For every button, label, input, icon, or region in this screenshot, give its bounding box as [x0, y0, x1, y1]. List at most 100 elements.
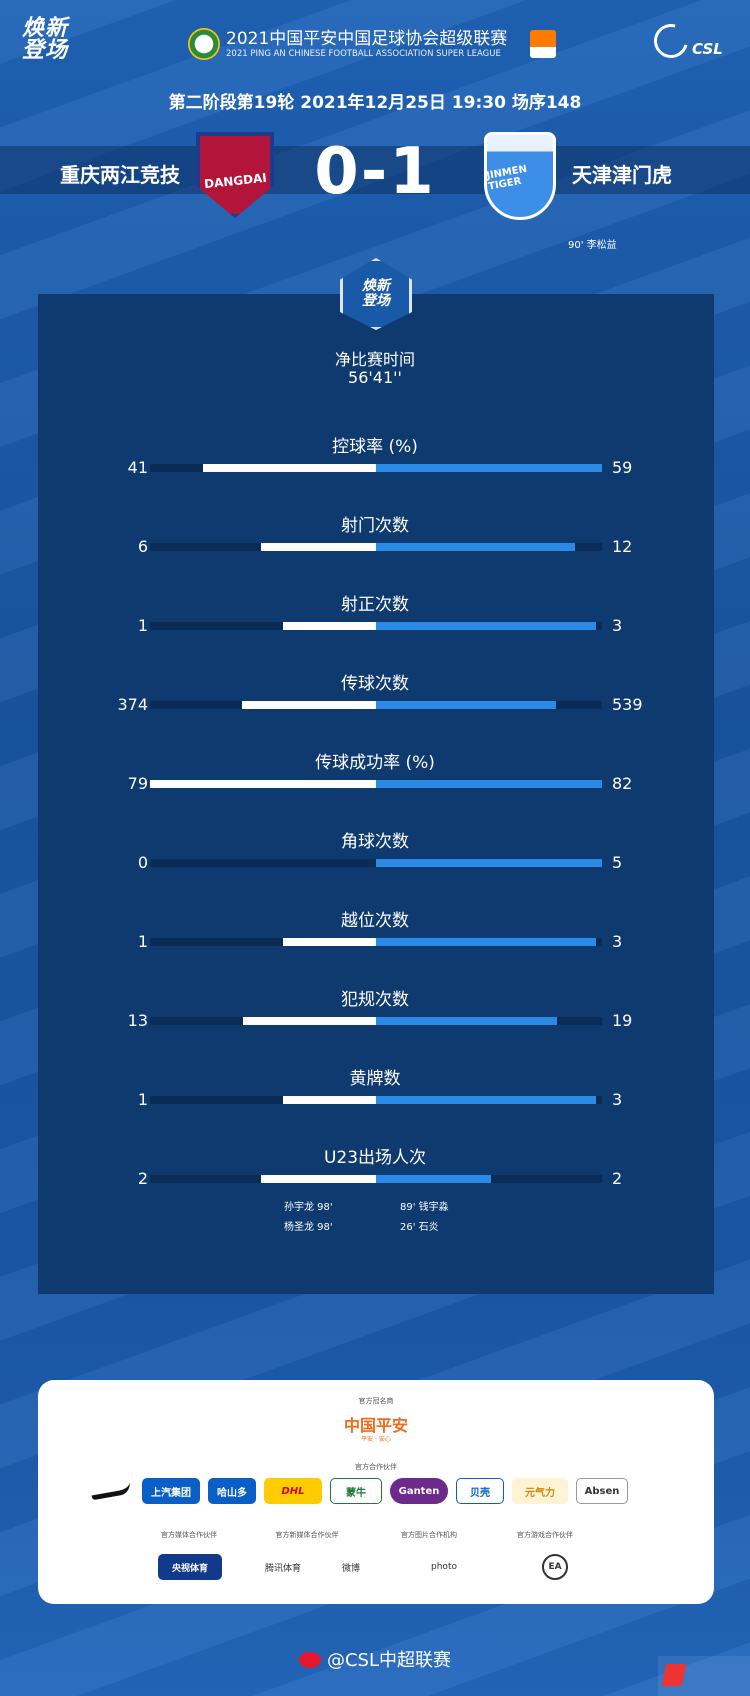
stat-away-bar: [376, 780, 602, 788]
stat-home-value: 13: [127, 1011, 148, 1030]
stat-home-bar: [261, 1175, 376, 1183]
partner-logo: 哈山多: [208, 1478, 256, 1504]
stat-track: [150, 859, 602, 867]
partner-logo: Ganten: [390, 1478, 448, 1504]
match-info: 第二阶段第19轮 2021年12月25日 19:30 场序148: [168, 93, 582, 113]
weibo-handle[interactable]: @CSL中超联赛: [0, 1646, 750, 1672]
stat-away-bar: [376, 1017, 557, 1025]
net-time-label: 净比赛时间: [334, 350, 415, 369]
stat-track: [150, 464, 602, 472]
league-header: 2021中国平安中国足球协会超级联赛 2021 PING AN CHINESE …: [188, 24, 568, 68]
partner-logos: 上汽集团 哈山多 DHL 蒙牛 Ganten 贝壳 元气力 Absen: [88, 1476, 688, 1506]
stat-home-value: 41: [127, 458, 148, 477]
title-sponsor-logo: 中国平安: [343, 1416, 408, 1435]
stat-track: [150, 1175, 602, 1183]
renewal-badge-text: 焕新 登场: [362, 278, 390, 309]
renewal-logo: 焕新 登场: [22, 16, 69, 63]
stat-row: 越位次数 1 3: [0, 906, 750, 966]
title-sponsor-tagline: 平安 · 安心: [361, 1436, 391, 1443]
partner-logo: 贝壳: [456, 1478, 504, 1504]
stat-away-value: 82: [612, 774, 633, 793]
stat-label: 角球次数: [341, 832, 409, 852]
stat-home-value: 2: [137, 1169, 148, 1188]
home-team-name: 重庆两江竞技: [60, 163, 180, 187]
away-crest-text: JINMEN TIGER: [485, 163, 528, 193]
net-time-value: 56'41'': [348, 368, 402, 387]
stat-track: [150, 543, 602, 551]
stat-away-value: 3: [612, 1090, 623, 1109]
stat-label: 黄牌数: [349, 1069, 401, 1089]
stat-home-value: 0: [137, 853, 148, 872]
stat-row: 控球率 (%) 41 59: [0, 432, 750, 492]
csl-logo-text: CSL: [692, 40, 723, 58]
stat-home-value: 1: [137, 616, 148, 635]
stat-track: [150, 1017, 602, 1025]
partner-logo: 蒙牛: [330, 1478, 382, 1504]
stat-row: 射正次数 1 3: [0, 590, 750, 650]
stat-row: 黄牌数 1 3: [0, 1064, 750, 1124]
watermark-badge: [658, 1656, 750, 1696]
stat-track: [150, 622, 602, 630]
final-score: 0-1: [314, 135, 436, 209]
partners-caption: 官方合作伙伴: [355, 1463, 397, 1471]
game-partner-logo: EA: [542, 1554, 568, 1580]
u23-home-player: 杨圣龙 98': [284, 1222, 333, 1233]
cfa-emblem-icon: [188, 28, 220, 60]
league-subtitle: 2021 PING AN CHINESE FOOTBALL ASSOCIATIO…: [226, 49, 501, 59]
stat-label: 控球率 (%): [332, 437, 418, 457]
new-media-partner-logo: 微博: [341, 1563, 360, 1574]
media-partner-logo: 央视体育: [158, 1554, 222, 1580]
partner-logo: 元气力: [512, 1478, 568, 1504]
stat-home-bar: [242, 701, 376, 709]
stat-track: [150, 1096, 602, 1104]
stat-home-bar: [202, 464, 376, 472]
stat-home-bar: [150, 780, 376, 788]
stat-track: [150, 780, 602, 788]
stat-label: 越位次数: [341, 911, 409, 931]
nike-logo-icon: [88, 1478, 134, 1504]
stat-home-value: 1: [137, 932, 148, 951]
stat-home-value: 79: [127, 774, 148, 793]
stat-away-bar: [376, 622, 597, 630]
stat-label: 射正次数: [341, 595, 409, 615]
stat-away-value: 19: [612, 1011, 633, 1030]
stats-panel: [38, 294, 714, 1294]
u23-away-player: 89' 钱宇淼: [400, 1202, 449, 1213]
goal-scorer: 90' 李松益: [568, 240, 617, 251]
stat-away-bar: [376, 464, 602, 472]
weibo-icon: [298, 1652, 321, 1668]
stat-away-bar: [376, 859, 602, 867]
watermark-icon: [661, 1664, 687, 1686]
sponsor-panel: 官方冠名商 中国平安 平安 · 安心 官方合作伙伴 上汽集团 哈山多 DHL 蒙…: [38, 1380, 714, 1604]
stat-away-value: 539: [612, 695, 643, 714]
stat-label: U23出场人次: [323, 1148, 427, 1168]
stat-row: 犯规次数 13 19: [0, 985, 750, 1045]
stat-away-bar: [376, 701, 556, 709]
stat-home-bar: [282, 938, 376, 946]
photo-partner-logo: photo: [431, 1562, 457, 1572]
stat-home-value: 6: [137, 537, 148, 556]
stat-away-value: 3: [612, 932, 623, 951]
title-sponsor-caption: 官方冠名商: [358, 1397, 394, 1405]
stat-track: [150, 938, 602, 946]
pingan-emblem-icon: [530, 30, 556, 58]
stat-away-value: 59: [612, 458, 633, 477]
partner-logo: DHL: [264, 1478, 322, 1504]
partner-logo: Absen: [576, 1478, 628, 1504]
partner-logo: 上汽集团: [142, 1478, 200, 1504]
stat-away-bar: [376, 543, 576, 551]
stat-away-bar: [376, 1096, 597, 1104]
stat-home-bar: [261, 543, 376, 551]
stat-track: [150, 701, 602, 709]
stat-away-value: 12: [612, 537, 633, 556]
stat-away-value: 3: [612, 616, 623, 635]
stat-away-value: 5: [612, 853, 623, 872]
u23-away-players: 89' 钱宇淼 26' 石炎: [400, 1198, 449, 1238]
home-crest-text: DANGDAI: [203, 170, 267, 192]
away-crest-icon: JINMEN TIGER: [484, 132, 556, 220]
game-partner-caption: 官方游戏合作伙伴: [517, 1531, 573, 1539]
stat-label: 传球次数: [341, 674, 409, 694]
stat-row: U23出场人次 2 2: [0, 1143, 750, 1203]
stat-home-value: 1: [137, 1090, 148, 1109]
stat-home-bar: [282, 1096, 376, 1104]
